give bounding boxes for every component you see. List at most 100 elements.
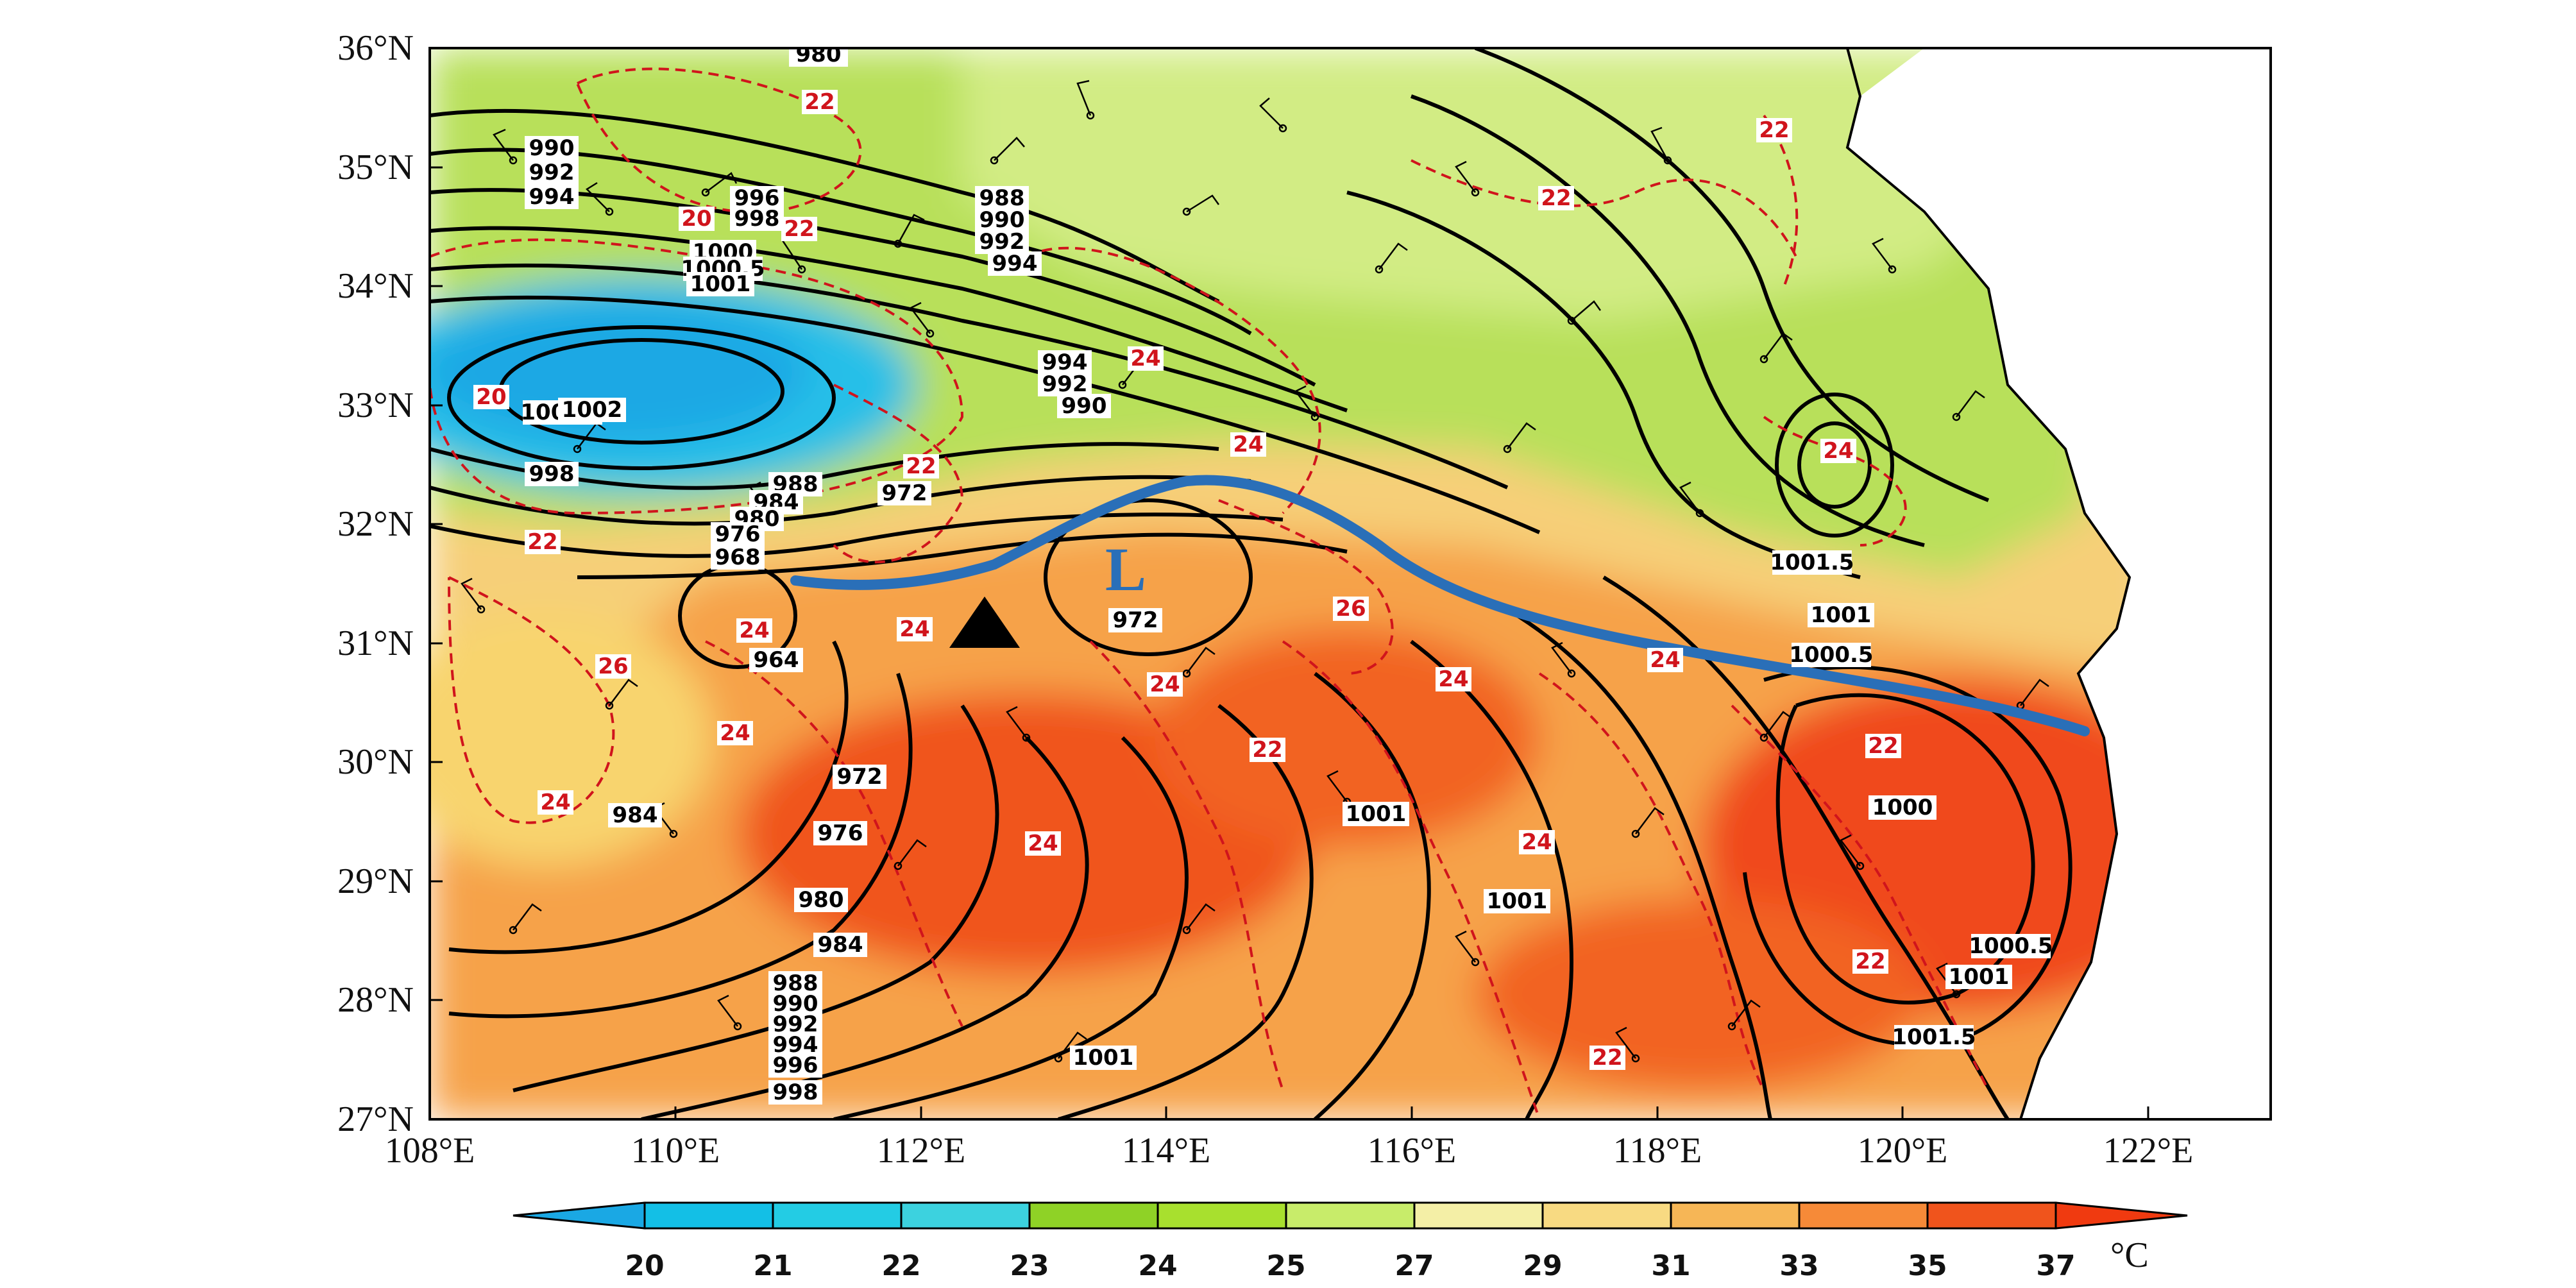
isotherm-label: 24 — [1230, 432, 1266, 457]
isobar-label: 980 — [789, 42, 848, 67]
isotherm-label: 24 — [1647, 647, 1683, 673]
svg-text:1000.5: 1000.5 — [1789, 642, 1873, 668]
svg-text:998: 998 — [773, 1080, 818, 1105]
isobar-label: 992 — [1038, 371, 1092, 397]
svg-text:964: 964 — [754, 647, 799, 673]
isotherm-label: 22 — [525, 529, 561, 555]
colorbar-unit-label: °C — [2110, 1235, 2149, 1275]
coastline — [1845, 48, 2131, 1119]
isotherm-label: 24 — [736, 618, 772, 643]
colorbar-tick-label: 35 — [1908, 1250, 1947, 1282]
isobar-label: 1000.5 — [1789, 642, 1873, 668]
isotherms — [430, 67, 1990, 1119]
svg-text:22: 22 — [1855, 949, 1885, 974]
latitude-tick-labels: 27°N 28°N 29°N 30°N 31°N 32°N 33°N 34°N … — [337, 28, 414, 1139]
svg-text:24: 24 — [1233, 432, 1263, 457]
isobar-label: 994 — [1038, 350, 1092, 375]
colorbar-segment — [643, 1201, 774, 1230]
svg-text:990: 990 — [529, 135, 575, 161]
isotherm-label: 24 — [897, 616, 933, 642]
colorbar-tick-label: 29 — [1523, 1250, 1562, 1282]
isobar-label: 996 — [768, 1053, 822, 1078]
svg-text:972: 972 — [1113, 607, 1158, 633]
svg-text:990: 990 — [1062, 393, 1107, 419]
svg-text:1000.5: 1000.5 — [1969, 933, 2053, 959]
svg-text:22: 22 — [804, 89, 835, 115]
svg-text:26: 26 — [1335, 596, 1366, 622]
svg-text:1001: 1001 — [1073, 1045, 1134, 1071]
svg-text:976: 976 — [715, 521, 761, 547]
svg-text:992: 992 — [529, 160, 575, 185]
colorbar-right-arrow — [2055, 1201, 2188, 1230]
svg-text:24: 24 — [540, 790, 570, 815]
isobar-label: 976 — [813, 820, 867, 846]
svg-text:996: 996 — [773, 1053, 818, 1078]
svg-text:1001: 1001 — [1811, 602, 1872, 628]
svg-text:976: 976 — [818, 820, 863, 846]
svg-text:988: 988 — [979, 185, 1025, 211]
sea-area — [1847, 48, 2271, 1119]
isobar-label: 964 — [749, 647, 803, 673]
svg-text:24: 24 — [739, 618, 769, 643]
colorbar-segment — [1670, 1201, 1801, 1230]
isobar-label: 990 — [525, 135, 579, 161]
isotherm-label: 24 — [1519, 829, 1555, 855]
isobar-label: 972 — [1108, 607, 1162, 633]
isobar-label: 976 — [711, 521, 765, 547]
isotherm-label: 24 — [717, 720, 753, 746]
isotherm-label: 22 — [1865, 733, 1901, 759]
station-triangle-marker — [949, 597, 1020, 648]
svg-text:24: 24 — [720, 720, 750, 746]
light-green-zone — [962, 48, 2053, 321]
lat-tick-label: 34°N — [337, 266, 414, 306]
svg-text:26: 26 — [598, 654, 628, 679]
lat-tick-label: 32°N — [337, 504, 414, 544]
lon-tick-label: 118°E — [1613, 1131, 1702, 1171]
lat-tick-label: 35°N — [337, 148, 414, 187]
colorbar-tick-label: 21 — [753, 1250, 792, 1282]
isobar-label: 1001 — [686, 271, 754, 297]
svg-text:984: 984 — [818, 932, 863, 958]
colorbar-segment — [1926, 1201, 2057, 1230]
svg-text:22: 22 — [1252, 737, 1282, 763]
svg-text:994: 994 — [1042, 350, 1088, 375]
lat-tick-label: 29°N — [337, 861, 414, 901]
isobar-label: 998 — [525, 461, 579, 487]
colorbar-segment — [1541, 1201, 1672, 1230]
isobar-label: 1000.5 — [1969, 933, 2053, 959]
colorbar-tick-label: 37 — [2036, 1250, 2075, 1282]
isobars — [430, 48, 2072, 1119]
isobar-label: 1001 — [1343, 801, 1409, 827]
svg-text:1001: 1001 — [1346, 801, 1407, 827]
svg-text:1001: 1001 — [1949, 964, 2010, 990]
svg-text:22: 22 — [906, 453, 936, 479]
svg-text:980: 980 — [796, 42, 842, 67]
isobar-label: 972 — [877, 480, 931, 506]
isobar-label: 1000 — [1868, 795, 1936, 820]
front-line — [790, 475, 2090, 736]
isobar-label: 984 — [813, 932, 867, 958]
svg-text:20: 20 — [476, 384, 506, 410]
colorbar-segment — [1157, 1201, 1287, 1230]
svg-text:24: 24 — [1823, 438, 1853, 464]
lon-tick-label: 110°E — [631, 1131, 720, 1171]
map-border — [428, 47, 2272, 1121]
isotherm-label-group: 22 20 22 20 22 24 24 22 24 24 24 26 26 2… — [473, 89, 1901, 1071]
isotherm-label: 20 — [679, 206, 715, 232]
svg-text:968: 968 — [715, 545, 761, 570]
lon-tick-label: 108°E — [385, 1131, 475, 1171]
svg-text:992: 992 — [1042, 371, 1088, 397]
longitude-tick-labels: 108°E 110°E 112°E 114°E 116°E 118°E 120°… — [385, 1131, 2194, 1171]
hot-zone-4 — [1475, 898, 1924, 1090]
colorbar-tick-label: 20 — [625, 1250, 664, 1282]
lon-tick-label: 112°E — [877, 1131, 966, 1171]
wind-barbs — [461, 80, 2049, 1063]
map-panel: L 980 990 992 994 996 998 1000 1000.5 10… — [430, 42, 2271, 1119]
colorbar-segment — [1285, 1201, 1416, 1230]
longitude-axis — [428, 1106, 2149, 1119]
isobar-label: 980 — [794, 887, 848, 913]
lon-tick-label: 114°E — [1122, 1131, 1211, 1171]
svg-text:24: 24 — [1521, 829, 1552, 855]
isobar-label: 1001 — [1808, 602, 1874, 628]
